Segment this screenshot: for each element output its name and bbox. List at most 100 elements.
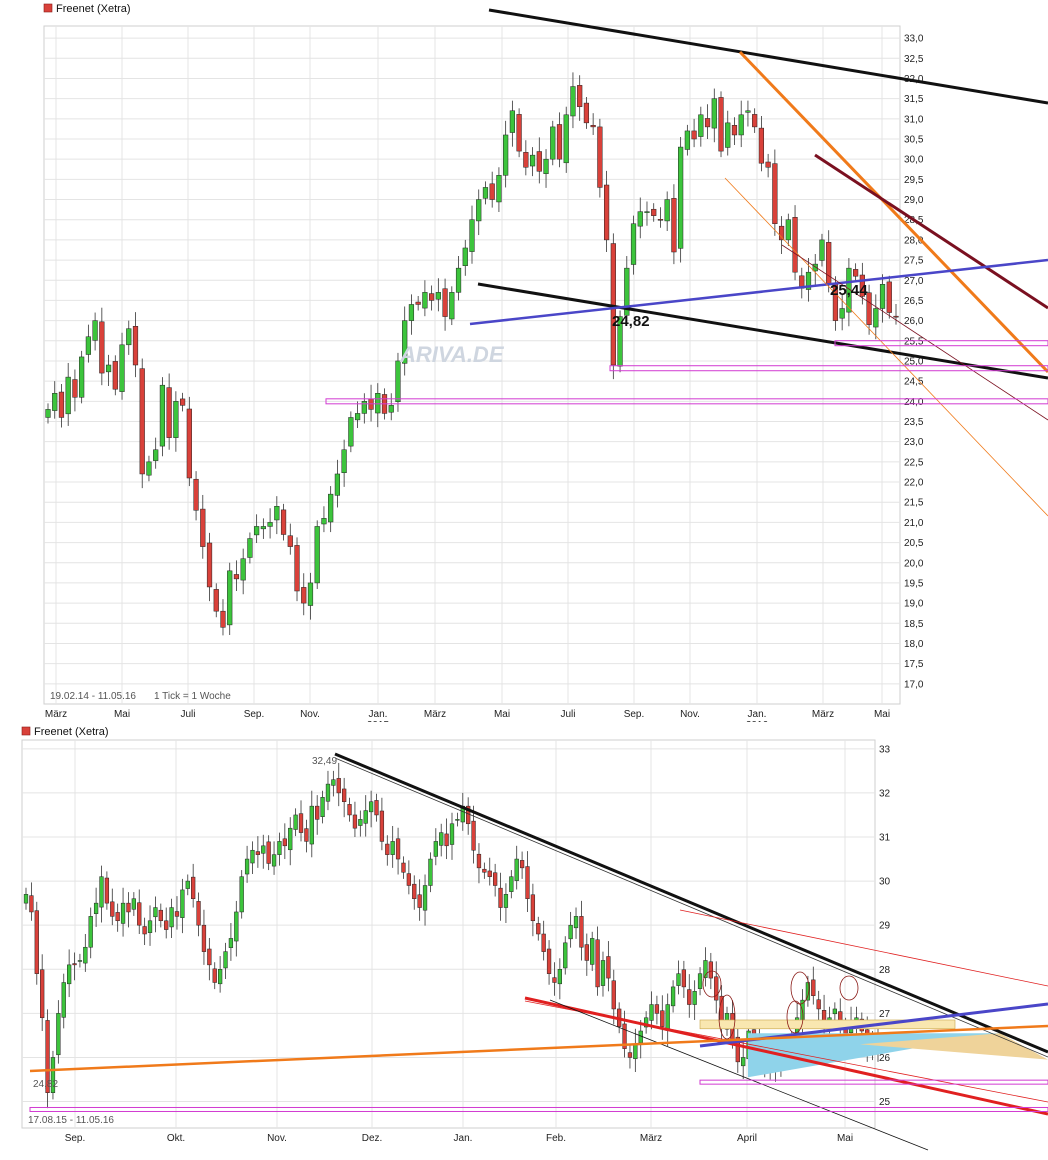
candle [471,820,476,851]
candle [402,320,408,364]
y-tick-label: 31 [879,833,891,844]
x-tick-label: Mai [837,1133,853,1144]
candle [142,926,147,935]
candle [79,356,85,398]
candle [516,114,522,152]
candle [429,293,435,301]
candle [331,779,336,786]
candle [201,924,207,952]
candle [630,223,637,265]
candle [301,587,307,604]
candle [482,187,489,199]
candle [227,570,233,626]
candle [681,969,687,988]
candle [785,219,791,241]
candle [665,1004,670,1031]
y-tick-label: 21,0 [904,518,924,529]
candle [819,239,825,261]
y-tick-label: 27,5 [904,256,924,267]
candle [271,854,277,867]
candle [568,924,573,940]
candle [280,509,287,535]
candle [509,876,514,892]
candle [600,960,606,986]
year-label: 2015 [367,720,390,722]
candle [395,360,401,402]
candle [228,938,234,948]
y-tick-label: 30,5 [904,135,924,146]
candle [120,902,126,924]
x-tick-label: Okt. [167,1133,185,1144]
x-tick-label: Feb. [546,1133,566,1144]
y-tick-label: 23,0 [904,437,924,448]
thin-black-line [549,999,929,1151]
candle [196,901,201,926]
resistance-zone [699,1019,956,1030]
shaded-triangle-tan [860,1033,1048,1060]
candle [622,1023,627,1049]
candle [191,876,196,899]
candle [503,894,509,908]
x-tick-label: Mai [114,709,130,720]
candle [56,1013,61,1056]
y-tick-label: 18,5 [904,619,924,630]
x-tick-label: März [424,709,446,720]
candle [435,292,441,300]
candle [428,858,433,886]
resistance-trendline [488,8,1048,105]
candle [147,920,153,933]
candle [254,526,260,536]
candle [536,923,541,935]
candle [92,320,98,341]
pattern-marker [786,1000,804,1034]
legend-swatch [21,726,31,736]
candle [412,883,417,899]
candle [708,961,713,979]
plot-area [21,739,876,1129]
candle [166,387,172,438]
candle [159,384,166,447]
legend-swatch [43,3,53,13]
candle [379,810,385,842]
short-downtrend-line [814,153,1048,310]
candle [643,1017,649,1028]
x-tick-label: März [812,709,834,720]
candle [714,976,719,1001]
x-tick-label: Juli [560,709,575,720]
candle [126,328,132,346]
candle [266,841,271,864]
candle [826,242,832,285]
candle [83,946,88,964]
candle [267,522,273,527]
weekly-candlestick-chart: Freenet (Xetra)33,032,532,031,531,030,53… [43,3,1048,722]
candle [193,478,199,511]
x-tick-label: April [737,1133,757,1144]
candle [132,326,139,366]
x-tick-label: März [45,709,67,720]
candle [550,126,556,160]
candle [741,1057,746,1067]
candle [220,610,226,628]
candle [234,911,239,942]
candle [657,219,664,221]
candle [859,274,865,297]
daily-candlestick-chart: Freenet (Xetra) 33 32 31 30 29 28 27 26 25 Sep. Okt… [21,726,1048,1151]
y-tick-label: 27,0 [904,276,924,287]
candle [853,269,859,277]
candle [314,526,320,584]
candle [583,102,590,124]
candle [45,1020,50,1093]
candle [449,823,455,845]
y-tick-label: 29,0 [904,195,924,206]
candle [455,267,462,293]
candle [444,833,449,847]
candle [352,814,358,829]
x-tick-label: Sep. [624,709,645,720]
candle [893,315,899,318]
y-tick-label: 20,5 [904,538,924,549]
candle [577,85,583,107]
horizontal-band [29,1106,1048,1112]
candle [341,449,347,474]
candle [496,175,502,203]
candle [805,982,811,1001]
